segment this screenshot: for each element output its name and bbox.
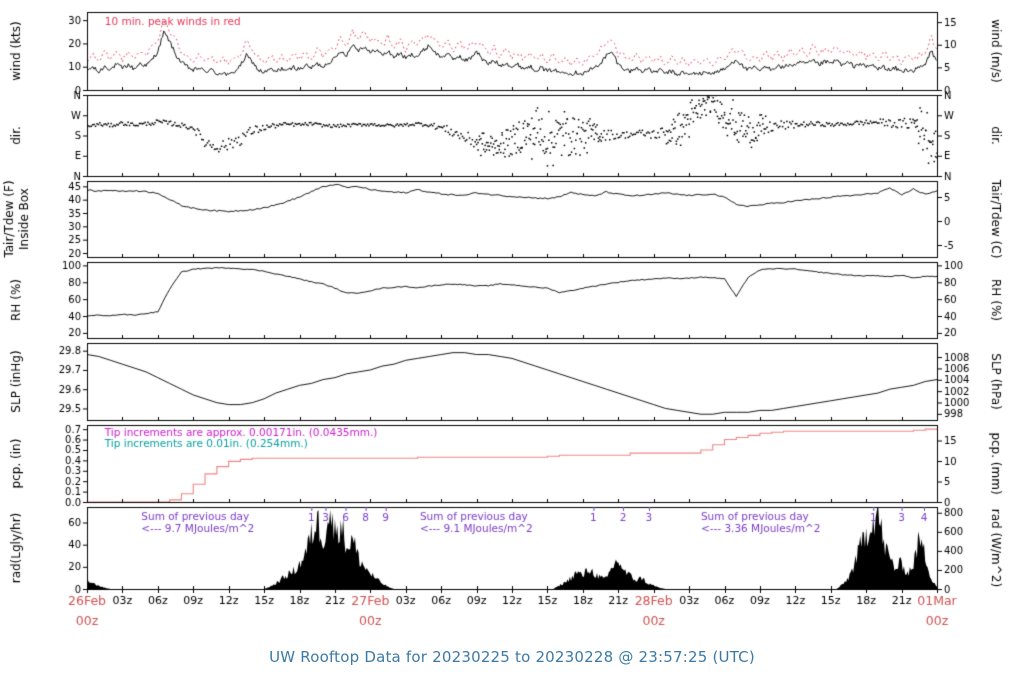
- chart-title: UW Rooftop Data for 20230225 to 20230228…: [269, 648, 755, 666]
- weather-multipanel-canvas: [0, 0, 1024, 640]
